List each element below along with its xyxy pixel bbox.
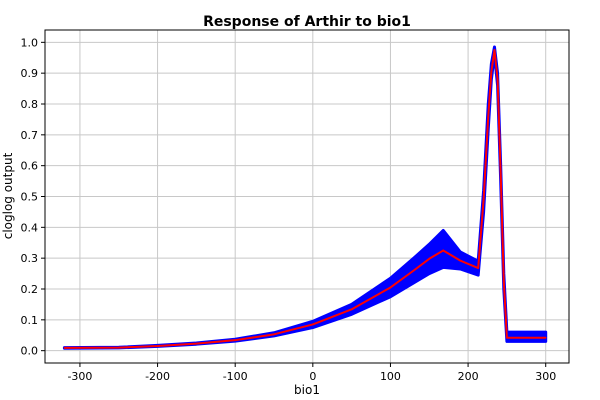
y-tick-label: 0.3: [21, 252, 39, 265]
x-tick-label: -300: [67, 370, 92, 383]
mean-response-point: [156, 345, 159, 347]
y-tick-label: 0.8: [21, 98, 39, 111]
mean-response-point: [195, 342, 198, 345]
y-tick-label: 0.9: [21, 67, 39, 80]
y-tick-label: 0.6: [21, 160, 39, 173]
mean-response-point: [273, 333, 275, 336]
y-tick-label: 0.5: [21, 191, 39, 204]
mean-response-point: [506, 336, 508, 339]
y-tick-label: 0.1: [21, 314, 39, 327]
x-tick-label: 100: [380, 370, 401, 383]
x-tick-label: 0: [309, 370, 316, 383]
mean-response-point: [544, 336, 547, 339]
mean-response-point: [496, 78, 499, 81]
x-tick-label: -100: [223, 370, 248, 383]
grid: [45, 30, 569, 363]
mean-response-point: [477, 267, 479, 269]
mean-response-point: [482, 198, 485, 201]
y-tick-label: 0.4: [21, 221, 39, 234]
y-axis-ticks: 0.0 0.1 0.2 0.3 0.4 0.5 0.6 0.7 0.8 0.9 1.0: [21, 36, 45, 358]
mean-response-point: [350, 308, 353, 311]
mean-response-point: [428, 257, 431, 260]
mean-response-point: [117, 346, 120, 349]
y-tick-label: 0.7: [21, 129, 39, 142]
mean-response-point: [459, 259, 462, 262]
y-tick-label: 0.0: [21, 345, 39, 358]
chart-title: Response of Arthir to bio1: [203, 14, 411, 30]
mean-response-point: [490, 70, 493, 73]
mean-response-point: [487, 115, 490, 118]
mean-response-point: [312, 323, 314, 326]
mean-response-point: [499, 172, 502, 175]
y-tick-label: 1.0: [21, 36, 39, 49]
y-tick-label: 0.2: [21, 283, 39, 296]
mean-response-point: [493, 49, 496, 51]
x-tick-label: 300: [535, 370, 556, 383]
x-tick-label: 200: [458, 370, 479, 383]
mean-response-point: [389, 286, 392, 289]
plot-data: [62, 45, 548, 350]
mean-response-point: [502, 280, 505, 283]
mean-response-point: [63, 347, 66, 349]
y-axis-label: cloglog output: [1, 152, 15, 239]
x-axis-ticks: -300 -200 -100 0 100 200 300: [67, 363, 556, 383]
x-tick-label: -200: [145, 370, 170, 383]
mean-response-point: [234, 339, 236, 341]
response-uncertainty-band: [62, 45, 548, 350]
mean-response-point: [412, 269, 415, 272]
mean-response-point: [442, 249, 445, 252]
x-axis-label: bio1: [294, 383, 320, 397]
